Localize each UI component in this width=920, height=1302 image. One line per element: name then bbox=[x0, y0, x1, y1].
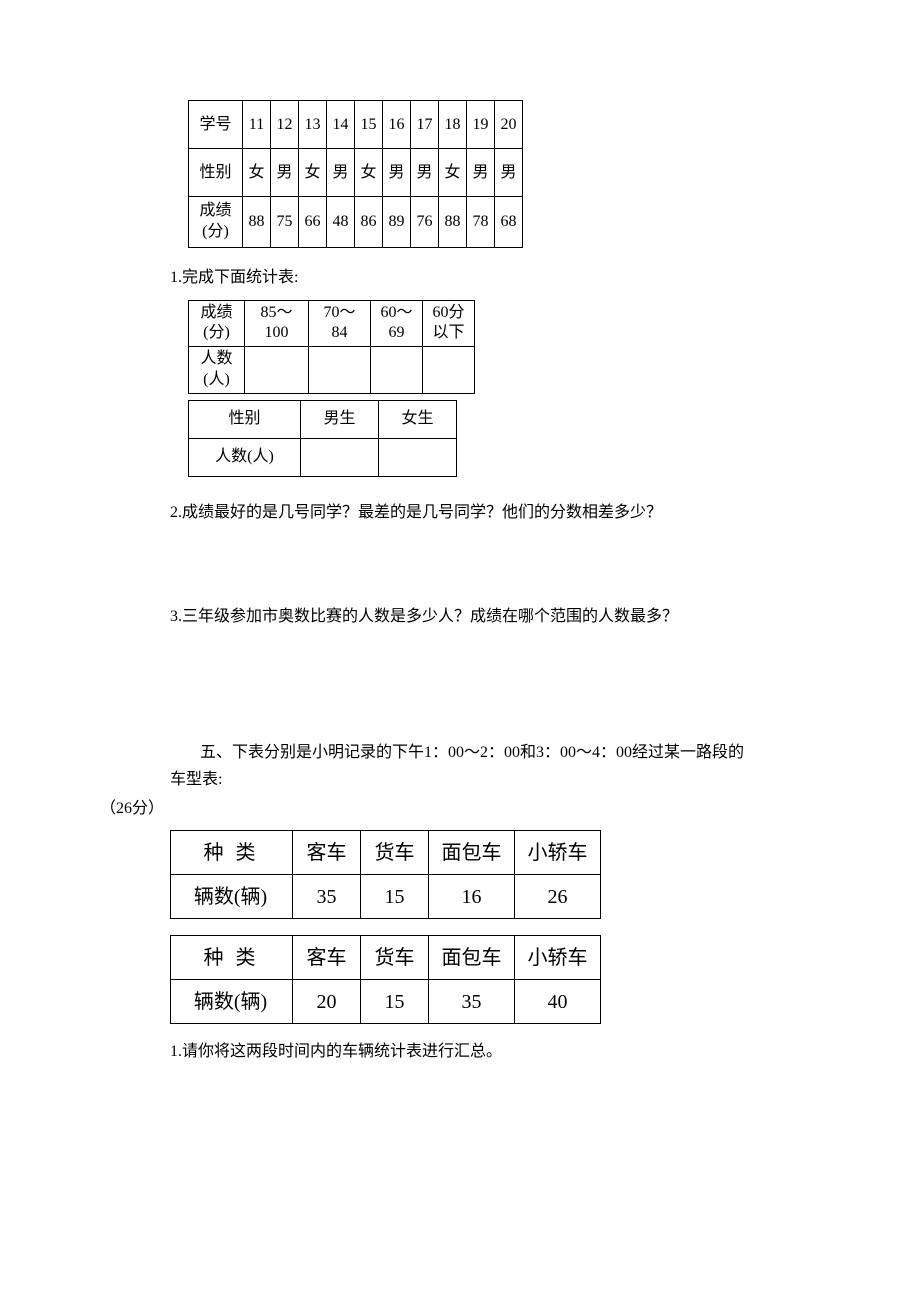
id-14: 14 bbox=[327, 101, 355, 149]
count-a-1: 15 bbox=[361, 875, 429, 919]
id-19: 19 bbox=[467, 101, 495, 149]
id-18: 18 bbox=[439, 101, 467, 149]
section-5-header-2: （26分） bbox=[170, 795, 750, 822]
score-0: 88 bbox=[243, 197, 271, 248]
count-b-3: 40 bbox=[515, 980, 601, 1024]
female-count-cell bbox=[379, 438, 457, 476]
id-17: 17 bbox=[411, 101, 439, 149]
gender-2: 女 bbox=[299, 149, 327, 197]
count-a-2: 16 bbox=[429, 875, 515, 919]
gender-8: 男 bbox=[467, 149, 495, 197]
count-b-0: 20 bbox=[293, 980, 361, 1024]
male-header: 男生 bbox=[301, 400, 379, 438]
type-a-1: 货车 bbox=[361, 831, 429, 875]
score-2: 66 bbox=[299, 197, 327, 248]
score-6: 76 bbox=[411, 197, 439, 248]
type-a-2: 面包车 bbox=[429, 831, 515, 875]
header-id: 学号 bbox=[189, 101, 243, 149]
gender-count-table: 性别 男生 女生 人数(人) bbox=[188, 400, 457, 477]
gender-6: 男 bbox=[411, 149, 439, 197]
count-cell-2 bbox=[371, 347, 423, 394]
id-12: 12 bbox=[271, 101, 299, 149]
gender-count-label: 人数(人) bbox=[189, 438, 301, 476]
type-a-0: 客车 bbox=[293, 831, 361, 875]
gender-header: 性别 bbox=[189, 400, 301, 438]
question-1-label: 1.完成下面统计表: bbox=[170, 266, 750, 290]
count-b-2: 35 bbox=[429, 980, 515, 1024]
id-20: 20 bbox=[495, 101, 523, 149]
score-8: 78 bbox=[467, 197, 495, 248]
count-header: 人数(人) bbox=[189, 347, 245, 394]
header-score: 成绩(分) bbox=[189, 197, 243, 248]
score-3: 48 bbox=[327, 197, 355, 248]
count-a-0: 35 bbox=[293, 875, 361, 919]
id-15: 15 bbox=[355, 101, 383, 149]
student-data-table: 学号 11 12 13 14 15 16 17 18 19 20 性别 女 男 … bbox=[188, 100, 523, 248]
count-cell-3 bbox=[423, 347, 475, 394]
range-header: 成绩(分) bbox=[189, 300, 245, 347]
gender-4: 女 bbox=[355, 149, 383, 197]
question-2-label: 2.成绩最好的是几号同学？最差的是几号同学？他们的分数相差多少？ bbox=[170, 501, 750, 525]
score-range-table: 成绩(分) 85～100 70～84 60～69 60分以下 人数(人) bbox=[188, 300, 475, 394]
gender-7: 女 bbox=[439, 149, 467, 197]
range-2: 60～69 bbox=[371, 300, 423, 347]
final-question-label: 1.请你将这两段时间内的车辆统计表进行汇总。 bbox=[170, 1040, 750, 1064]
id-16: 16 bbox=[383, 101, 411, 149]
count-a-3: 26 bbox=[515, 875, 601, 919]
type-b-3: 小轿车 bbox=[515, 936, 601, 980]
gender-3: 男 bbox=[327, 149, 355, 197]
type-label-a: 种类 bbox=[171, 831, 293, 875]
female-header: 女生 bbox=[379, 400, 457, 438]
vehicle-table-b: 种类 客车 货车 面包车 小轿车 辆数(辆) 20 15 35 40 bbox=[170, 935, 601, 1024]
header-gender: 性别 bbox=[189, 149, 243, 197]
vehicle-table-a: 种类 客车 货车 面包车 小轿车 辆数(辆) 35 15 16 26 bbox=[170, 830, 601, 919]
type-b-0: 客车 bbox=[293, 936, 361, 980]
score-7: 88 bbox=[439, 197, 467, 248]
question-3-label: 3.三年级参加市奥数比赛的人数是多少人？成绩在哪个范围的人数最多？ bbox=[170, 605, 750, 629]
count-label-b: 辆数(辆) bbox=[171, 980, 293, 1024]
score-5: 89 bbox=[383, 197, 411, 248]
id-11: 11 bbox=[243, 101, 271, 149]
score-9: 68 bbox=[495, 197, 523, 248]
id-13: 13 bbox=[299, 101, 327, 149]
gender-9: 男 bbox=[495, 149, 523, 197]
gender-1: 男 bbox=[271, 149, 299, 197]
range-0: 85～100 bbox=[245, 300, 309, 347]
type-b-1: 货车 bbox=[361, 936, 429, 980]
count-cell-1 bbox=[309, 347, 371, 394]
type-label-b: 种类 bbox=[171, 936, 293, 980]
count-b-1: 15 bbox=[361, 980, 429, 1024]
score-4: 86 bbox=[355, 197, 383, 248]
section-5-header-1: 五、下表分别是小明记录的下午1：00～2：00和3：00～4：00经过某一路段的… bbox=[170, 739, 750, 793]
count-label-a: 辆数(辆) bbox=[171, 875, 293, 919]
gender-5: 男 bbox=[383, 149, 411, 197]
type-b-2: 面包车 bbox=[429, 936, 515, 980]
score-1: 75 bbox=[271, 197, 299, 248]
count-cell-0 bbox=[245, 347, 309, 394]
gender-0: 女 bbox=[243, 149, 271, 197]
type-a-3: 小轿车 bbox=[515, 831, 601, 875]
range-3: 60分以下 bbox=[423, 300, 475, 347]
male-count-cell bbox=[301, 438, 379, 476]
range-1: 70～84 bbox=[309, 300, 371, 347]
